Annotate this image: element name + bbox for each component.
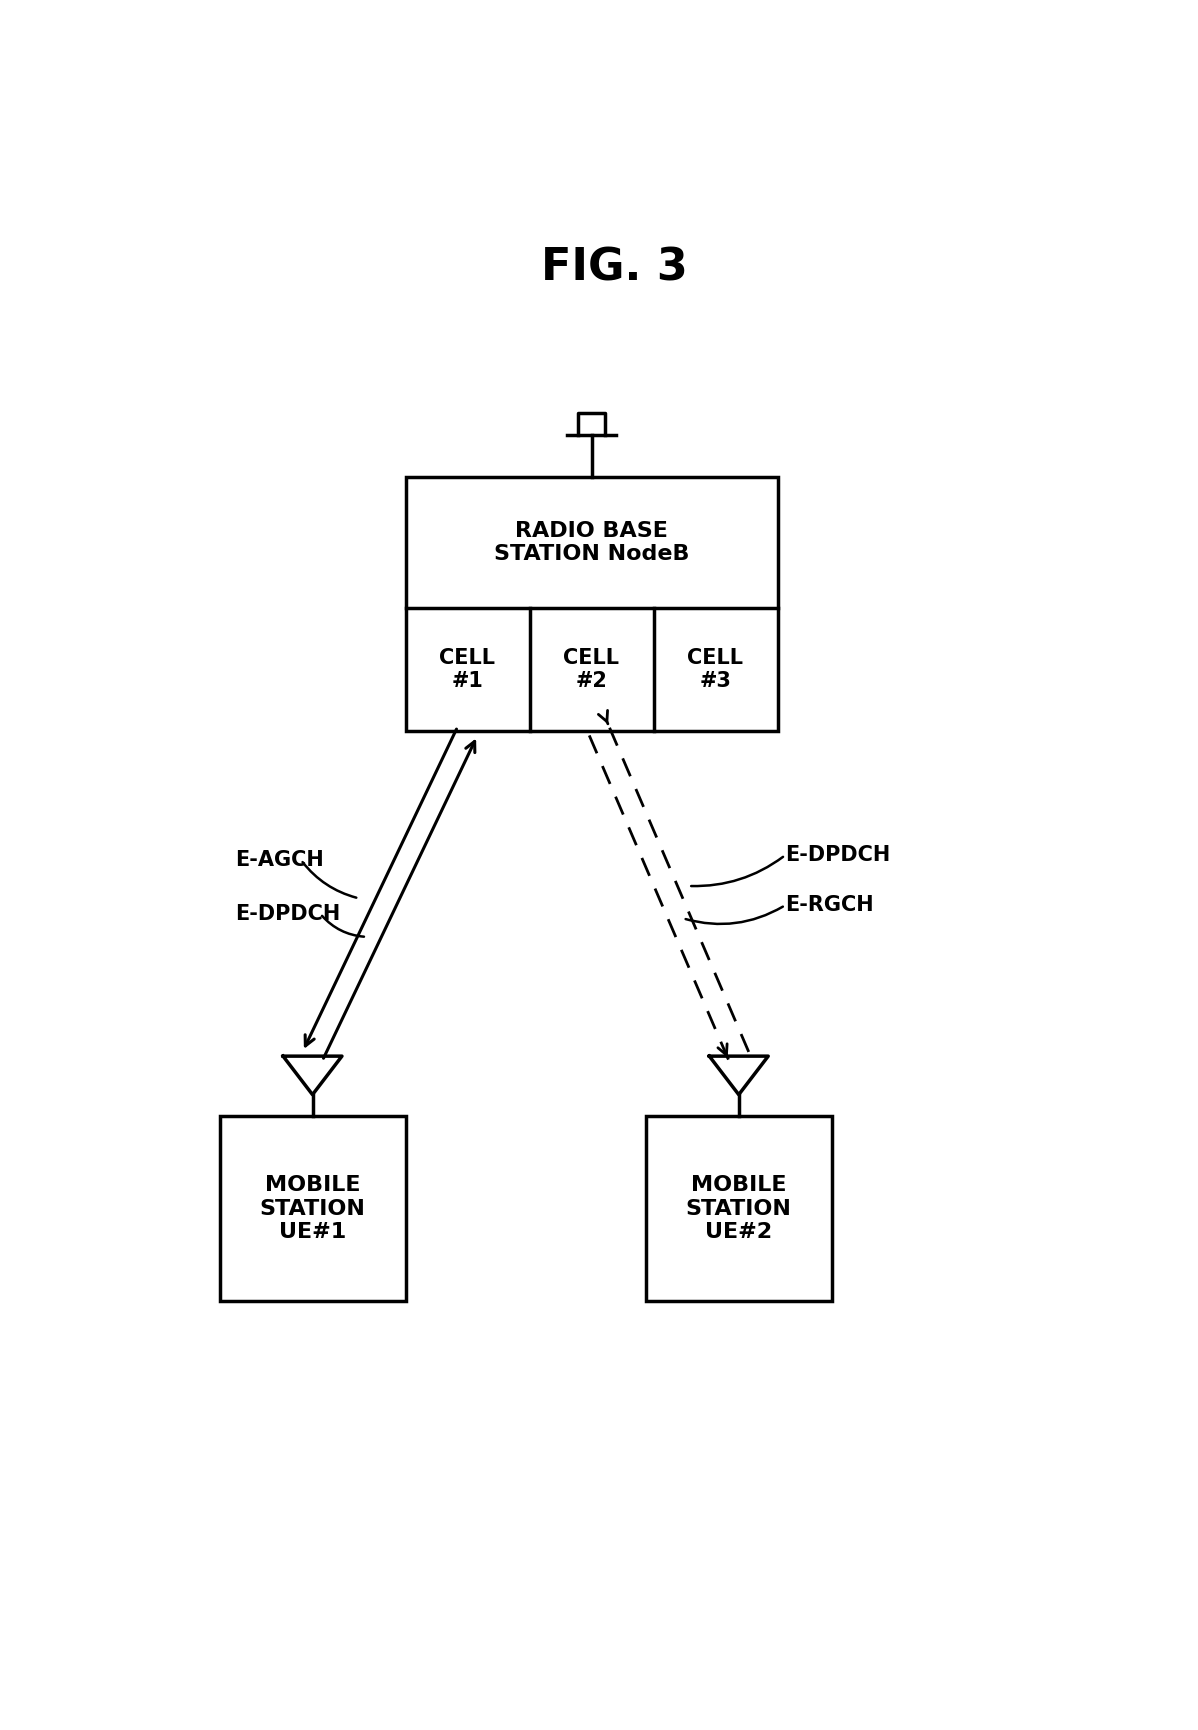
Text: E-DPDCH: E-DPDCH	[235, 903, 340, 924]
Text: RADIO BASE
STATION NodeB: RADIO BASE STATION NodeB	[494, 521, 689, 564]
Text: CELL
#3: CELL #3	[688, 649, 744, 692]
Text: E-RGCH: E-RGCH	[785, 894, 873, 915]
Text: CELL
#1: CELL #1	[440, 649, 496, 692]
Bar	[219, 1116, 405, 1301]
Text: CELL
#2: CELL #2	[563, 649, 619, 692]
Bar	[405, 477, 778, 732]
Text: E-AGCH: E-AGCH	[235, 849, 323, 870]
Text: E-DPDCH: E-DPDCH	[785, 846, 890, 865]
Bar	[646, 1116, 831, 1301]
Text: FIG. 3: FIG. 3	[540, 246, 688, 289]
Text: MOBILE
STATION
UE#2: MOBILE STATION UE#2	[685, 1175, 792, 1242]
Text: MOBILE
STATION
UE#1: MOBILE STATION UE#1	[260, 1175, 365, 1242]
